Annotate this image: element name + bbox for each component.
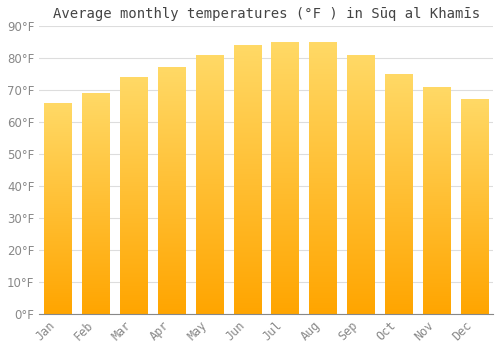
Title: Average monthly temperatures (°F ) in Sūq al Khamīs: Average monthly temperatures (°F ) in Sū… (52, 7, 480, 21)
